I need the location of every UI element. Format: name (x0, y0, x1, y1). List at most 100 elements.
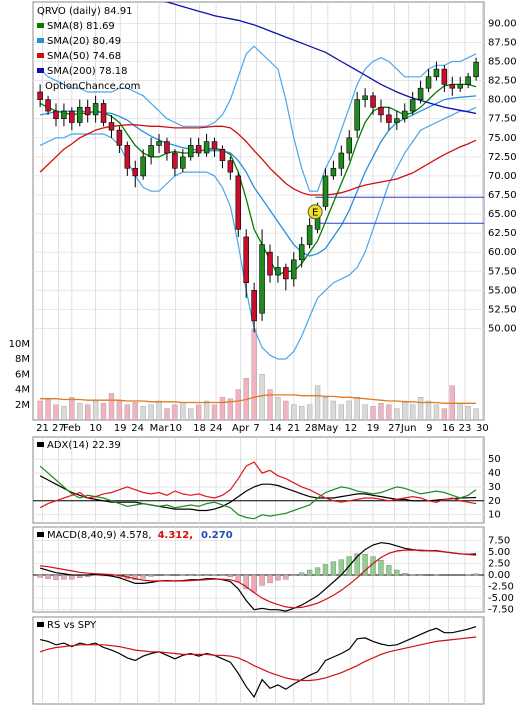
legend-swatch (37, 68, 44, 73)
candle-body (187, 145, 194, 158)
x-tick-label: Mar (150, 423, 170, 434)
candle-body (386, 114, 392, 123)
y-tick-label: 70.00 (488, 171, 517, 182)
volume-bar (299, 406, 305, 420)
volume-average (40, 394, 477, 404)
histogram-bar (69, 574, 75, 580)
volume-bar (180, 402, 186, 420)
volume-bar (338, 404, 344, 420)
indicator-line (39, 465, 477, 520)
y-tick-label: 55.00 (488, 285, 517, 296)
candle-body (77, 106, 83, 123)
x-tick-label: Jun (400, 423, 417, 434)
x-tick-label: 19 (367, 423, 380, 434)
y-tick-label: 57.50 (488, 266, 517, 277)
volume-bar (291, 404, 297, 420)
candle-body (148, 145, 154, 158)
x-tick-label: 14 (269, 423, 282, 434)
candle-body (259, 244, 265, 314)
histogram-bar (283, 574, 289, 580)
sma-line (39, 95, 477, 257)
event-label: E (312, 207, 318, 218)
plot-area (33, 2, 484, 420)
x-tick-label: 19 (114, 423, 127, 434)
volume-bar (362, 404, 368, 420)
y-tick-label: 80.00 (488, 95, 517, 106)
histogram-bar (402, 572, 408, 576)
volume-bar (473, 408, 479, 420)
x-tick-label: May (318, 423, 339, 434)
histogram-bar (203, 573, 210, 576)
volume-tick-label: 10M (9, 339, 30, 350)
y-tick-label: 90.00 (488, 18, 517, 29)
x-tick-label: 24 (131, 423, 144, 434)
volume-bar (441, 408, 448, 420)
candle-body (156, 141, 162, 146)
band-upper (39, 45, 477, 192)
candle-body (275, 267, 281, 276)
volume-bar (402, 400, 408, 420)
panel-title: ADX(14) 22.39 (47, 440, 121, 451)
candle-body (203, 141, 210, 154)
y-tick-label: 5.00 (488, 547, 510, 558)
candle-body (116, 129, 123, 146)
y-tick-label: 60.00 (488, 247, 517, 258)
indicator-line (39, 461, 477, 509)
volume-bar (457, 404, 463, 420)
volume-bar (77, 403, 83, 420)
sma-line (163, 2, 477, 115)
candle-body (283, 267, 289, 280)
volume-bar (346, 400, 352, 420)
volume-bar (85, 404, 91, 420)
candle-body (140, 156, 146, 177)
volume-bar (322, 397, 329, 420)
volume-bar (251, 328, 257, 420)
histogram-bar (378, 560, 384, 576)
volume-bar (227, 398, 234, 420)
chart-title: QRVO (daily) 84.91 (37, 6, 133, 17)
volume-bar (283, 400, 289, 420)
volume-bar (116, 400, 123, 420)
histogram-bar (299, 572, 305, 576)
volume-bar (386, 404, 392, 420)
x-tick-label: 10 (89, 423, 102, 434)
volume-bar (188, 408, 194, 420)
volume-bar (132, 402, 138, 420)
x-tick-label: 30 (476, 423, 489, 434)
y-tick-label: 30 (488, 482, 501, 493)
y-tick-label: 62.50 (488, 228, 517, 239)
histogram-bar (132, 574, 138, 580)
x-tick-label: 24 (210, 423, 223, 434)
panel-title: RS vs SPY (47, 620, 97, 631)
x-tick-label: Feb (63, 423, 81, 434)
candle-body (219, 148, 226, 161)
histogram-bar (322, 564, 329, 576)
candle-body (84, 106, 91, 116)
candle-body (362, 95, 368, 100)
x-tick-label: 10 (169, 423, 182, 434)
candle-body (243, 236, 249, 284)
volume-bar (148, 404, 154, 420)
candle-body (124, 145, 131, 169)
title-icon (37, 532, 44, 537)
volume-tick-label: 8M (15, 354, 30, 365)
histogram-bar (362, 554, 368, 576)
volume-bar (37, 400, 43, 420)
volume-bar (53, 404, 59, 420)
y-tick-label: 0.00 (488, 570, 510, 581)
volume-tick-label: 6M (15, 369, 30, 380)
x-tick-label: 27 (52, 423, 65, 434)
y-tick-label: -5.00 (488, 593, 514, 604)
volume-bar (410, 404, 416, 420)
histogram-bar (386, 565, 392, 576)
candle-body (227, 160, 234, 173)
x-tick-label: 12 (344, 423, 357, 434)
candle-body (100, 103, 107, 123)
histogram-bar (275, 574, 281, 581)
volume-bar (370, 406, 376, 420)
candle-body (69, 110, 75, 123)
y-tick-label: 75.00 (488, 133, 517, 144)
indicator-line (40, 549, 477, 609)
volume-bar (69, 397, 75, 420)
candle-body (354, 99, 360, 131)
